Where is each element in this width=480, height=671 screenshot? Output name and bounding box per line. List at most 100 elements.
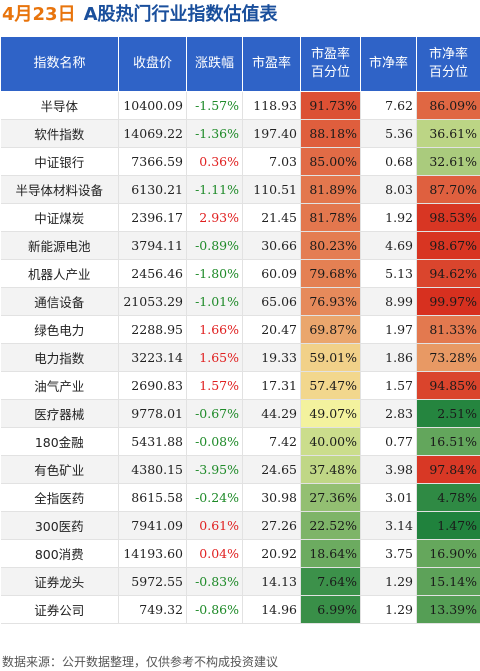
cell-name: 医疗器械 xyxy=(0,399,119,428)
table-row[interactable]: 绿色电力 2288.95 1.66% 20.47 69.87% 1.97 81.33% xyxy=(0,315,480,344)
cell-pb-percentile: 98.67% xyxy=(416,231,480,260)
cell-pe: 7.42 xyxy=(242,427,301,456)
cell-pb: 1.29 xyxy=(360,595,417,624)
cell-pb: 3.01 xyxy=(360,483,417,512)
header-change[interactable]: 涨跌幅 xyxy=(186,36,243,92)
table-row[interactable]: 中证煤炭 2396.17 2.93% 21.45 81.78% 1.92 98.53% xyxy=(0,203,480,232)
header-close[interactable]: 收盘价 xyxy=(118,36,187,92)
table-row[interactable]: 中证银行 7366.59 0.36% 7.03 85.00% 0.68 32.61% xyxy=(0,147,480,176)
valuation-table: 指数名称 收盘价 涨跌幅 市盈率 市盈率 百分位 市净率 市净率 百分位 半导体 10… xyxy=(0,36,480,624)
table-row[interactable]: 新能源电池 3794.11 -0.89% 30.66 80.23% 4.69 98.67% xyxy=(0,231,480,260)
table-header-row: 指数名称 收盘价 涨跌幅 市盈率 市盈率 百分位 市净率 市净率 百分位 xyxy=(0,36,480,92)
cell-change: 0.04% xyxy=(186,539,243,568)
header-pe-percentile[interactable]: 市盈率 百分位 xyxy=(300,36,361,92)
cell-change: -0.08% xyxy=(186,427,243,456)
cell-close: 21053.29 xyxy=(118,287,187,316)
table-row[interactable]: 半导体 10400.09 -1.57% 118.93 91.73% 7.62 86.09% xyxy=(0,91,480,120)
cell-pe-percentile: 37.48% xyxy=(300,455,361,484)
cell-pb-percentile: 2.51% xyxy=(416,399,480,428)
cell-pe-percentile: 57.47% xyxy=(300,371,361,400)
cell-change: 1.57% xyxy=(186,371,243,400)
cell-pe: 110.51 xyxy=(242,175,301,204)
cell-pb: 1.57 xyxy=(360,371,417,400)
cell-pe-percentile: 85.00% xyxy=(300,147,361,176)
cell-change: -0.86% xyxy=(186,595,243,624)
cell-close: 2288.95 xyxy=(118,315,187,344)
cell-pb-percentile: 16.90% xyxy=(416,539,480,568)
table-row[interactable]: 电力指数 3223.14 1.65% 19.33 59.01% 1.86 73.28% xyxy=(0,343,480,372)
table-row[interactable]: 全指医药 8615.58 -0.24% 30.98 27.36% 3.01 4.78% xyxy=(0,483,480,512)
header-pb-percentile-line1: 市净率 xyxy=(428,47,468,62)
cell-name: 油气产业 xyxy=(0,371,119,400)
cell-change: -0.24% xyxy=(186,483,243,512)
cell-pb-percentile: 94.85% xyxy=(416,371,480,400)
cell-change: 0.61% xyxy=(186,511,243,540)
cell-pe-percentile: 18.64% xyxy=(300,539,361,568)
cell-pe: 21.45 xyxy=(242,203,301,232)
cell-close: 14193.60 xyxy=(118,539,187,568)
table-row[interactable]: 油气产业 2690.83 1.57% 17.31 57.47% 1.57 94.85% xyxy=(0,371,480,400)
cell-close: 8615.58 xyxy=(118,483,187,512)
cell-pe: 30.66 xyxy=(242,231,301,260)
header-pb[interactable]: 市净率 xyxy=(360,36,417,92)
cell-pb-percentile: 15.14% xyxy=(416,567,480,596)
cell-change: -1.57% xyxy=(186,91,243,120)
cell-pe-percentile: 69.87% xyxy=(300,315,361,344)
cell-name: 300医药 xyxy=(0,511,119,540)
cell-name: 证券公司 xyxy=(0,595,119,624)
table-row[interactable]: 机器人产业 2456.46 -1.80% 60.09 79.68% 5.13 94.62% xyxy=(0,259,480,288)
header-pe[interactable]: 市盈率 xyxy=(242,36,301,92)
cell-change: -0.89% xyxy=(186,231,243,260)
table-row[interactable]: 半导体材料设备 6130.21 -1.11% 110.51 81.89% 8.03 87.7… xyxy=(0,175,480,204)
cell-close: 2396.17 xyxy=(118,203,187,232)
table-row[interactable]: 800消费 14193.60 0.04% 20.92 18.64% 3.75 16.90% xyxy=(0,539,480,568)
cell-pb: 3.98 xyxy=(360,455,417,484)
table-row[interactable]: 证券龙头 5972.55 -0.83% 14.13 7.64% 1.29 15.14% xyxy=(0,567,480,596)
cell-pe-percentile: 6.99% xyxy=(300,595,361,624)
cell-pe-percentile: 40.00% xyxy=(300,427,361,456)
cell-pb-percentile: 32.61% xyxy=(416,147,480,176)
cell-close: 5972.55 xyxy=(118,567,187,596)
cell-pb: 2.83 xyxy=(360,399,417,428)
header-name[interactable]: 指数名称 xyxy=(0,36,119,92)
table-row[interactable]: 180金融 5431.88 -0.08% 7.42 40.00% 0.77 16.51% xyxy=(0,427,480,456)
cell-pb: 1.97 xyxy=(360,315,417,344)
cell-pb-percentile: 36.61% xyxy=(416,119,480,148)
cell-pe: 27.26 xyxy=(242,511,301,540)
data-source-note: 数据来源：公开数据整理，仅供参考不构成投资建议 xyxy=(2,655,279,669)
table-row[interactable]: 有色矿业 4380.15 -3.95% 24.65 37.48% 3.98 97.84% xyxy=(0,455,480,484)
cell-change: -3.95% xyxy=(186,455,243,484)
cell-name: 软件指数 xyxy=(0,119,119,148)
header-pb-percentile[interactable]: 市净率 百分位 xyxy=(416,36,480,92)
header-pe-percentile-line2: 百分位 xyxy=(310,65,350,80)
table-row[interactable]: 医疗器械 9778.01 -0.67% 44.29 49.07% 2.83 2.51% xyxy=(0,399,480,428)
cell-name: 180金融 xyxy=(0,427,119,456)
table-row[interactable]: 软件指数 14069.22 -1.36% 197.40 88.18% 5.36 36.61% xyxy=(0,119,480,148)
cell-pe-percentile: 49.07% xyxy=(300,399,361,428)
cell-pe-percentile: 88.18% xyxy=(300,119,361,148)
cell-pe-percentile: 79.68% xyxy=(300,259,361,288)
cell-name: 全指医药 xyxy=(0,483,119,512)
table-row[interactable]: 300医药 7941.09 0.61% 27.26 22.52% 3.14 1.47% xyxy=(0,511,480,540)
cell-close: 3223.14 xyxy=(118,343,187,372)
cell-pe: 14.13 xyxy=(242,567,301,596)
cell-pb: 4.69 xyxy=(360,231,417,260)
cell-pe-percentile: 59.01% xyxy=(300,343,361,372)
cell-change: -0.83% xyxy=(186,567,243,596)
cell-close: 7366.59 xyxy=(118,147,187,176)
cell-pb-percentile: 16.51% xyxy=(416,427,480,456)
cell-pb: 3.14 xyxy=(360,511,417,540)
cell-pe-percentile: 81.89% xyxy=(300,175,361,204)
table-row[interactable]: 通信设备 21053.29 -1.01% 65.06 76.93% 8.99 99.97% xyxy=(0,287,480,316)
cell-name: 机器人产业 xyxy=(0,259,119,288)
cell-close: 9778.01 xyxy=(118,399,187,428)
cell-pb-percentile: 97.84% xyxy=(416,455,480,484)
table-row[interactable]: 证券公司 749.32 -0.86% 14.96 6.99% 1.29 13.39% xyxy=(0,595,480,624)
cell-pb: 1.86 xyxy=(360,343,417,372)
cell-pb: 7.62 xyxy=(360,91,417,120)
cell-change: -1.01% xyxy=(186,287,243,316)
cell-pe-percentile: 80.23% xyxy=(300,231,361,260)
cell-change: -0.67% xyxy=(186,399,243,428)
cell-pb-percentile: 81.33% xyxy=(416,315,480,344)
cell-pe: 118.93 xyxy=(242,91,301,120)
